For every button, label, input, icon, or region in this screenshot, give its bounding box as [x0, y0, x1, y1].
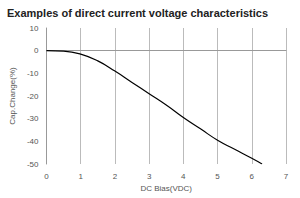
- svg-text:-40: -40: [27, 137, 39, 146]
- svg-text:Examples of direct current vol: Examples of direct current voltage chara…: [7, 7, 268, 19]
- svg-text:-50: -50: [27, 160, 39, 169]
- svg-text:4: 4: [181, 172, 186, 181]
- svg-text:Cap.Change(%): Cap.Change(%): [8, 67, 17, 125]
- svg-text:7: 7: [284, 172, 289, 181]
- svg-text:10: 10: [30, 24, 39, 33]
- svg-text:2: 2: [113, 172, 118, 181]
- svg-text:-10: -10: [27, 69, 39, 78]
- svg-text:DC Bias(VDC): DC Bias(VDC): [140, 184, 192, 193]
- svg-text:1: 1: [78, 172, 83, 181]
- svg-text:0: 0: [34, 46, 39, 55]
- svg-text:6: 6: [250, 172, 255, 181]
- svg-text:3: 3: [147, 172, 152, 181]
- svg-text:0: 0: [44, 172, 49, 181]
- svg-text:-20: -20: [27, 92, 39, 101]
- svg-text:-30: -30: [27, 114, 39, 123]
- svg-text:5: 5: [215, 172, 220, 181]
